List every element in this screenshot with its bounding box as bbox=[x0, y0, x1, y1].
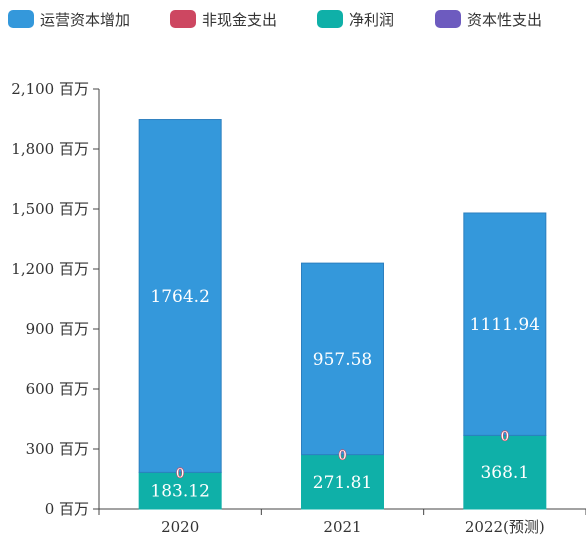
y-tick-label: 1,800 百万 bbox=[11, 140, 89, 158]
x-tick-label: 2020 bbox=[161, 518, 199, 536]
bar-segment bbox=[138, 119, 222, 473]
legend-label: 净利润 bbox=[349, 10, 395, 29]
bar-segment bbox=[301, 454, 384, 510]
legend-item-net-profit[interactable]: 净利润 bbox=[317, 8, 394, 30]
legend-label: 运营资本增加 bbox=[40, 10, 131, 29]
legend-label: 资本性支出 bbox=[467, 10, 543, 29]
y-tick-label: 900 百万 bbox=[26, 320, 89, 338]
legend-label: 非现金支出 bbox=[202, 10, 278, 29]
y-tick-label: 1,200 百万 bbox=[11, 260, 89, 278]
legend-item-non-cash-expense[interactable]: 非现金支出 bbox=[170, 8, 277, 30]
data-label: 957.58 bbox=[313, 350, 372, 370]
x-tick-label: 2021 bbox=[323, 518, 361, 536]
data-label: 271.81 bbox=[313, 473, 372, 493]
chart-legend: 运营资本增加 非现金支出 净利润 资本性支出 bbox=[0, 8, 586, 32]
data-label: 0 bbox=[338, 449, 346, 464]
bar-segment bbox=[463, 212, 547, 436]
y-tick-label: 300 百万 bbox=[26, 440, 89, 458]
data-label: 1111.94 bbox=[470, 315, 540, 335]
data-label: 368.1 bbox=[480, 463, 529, 483]
x-tick-label: 2022(预测) bbox=[465, 518, 545, 536]
data-label: 1764.2 bbox=[150, 287, 209, 307]
y-tick-label: 2,100 百万 bbox=[11, 80, 89, 98]
legend-item-working-capital[interactable]: 运营资本增加 bbox=[8, 8, 130, 30]
bar-segment bbox=[301, 262, 384, 456]
data-label: 0 bbox=[176, 466, 184, 481]
y-tick-label: 0 百万 bbox=[45, 500, 89, 518]
y-tick-label: 600 百万 bbox=[26, 380, 89, 398]
legend-swatch bbox=[8, 10, 34, 28]
legend-item-capital-expenditure[interactable]: 资本性支出 bbox=[435, 8, 542, 30]
legend-swatch bbox=[317, 10, 343, 28]
data-label: 0 bbox=[501, 429, 509, 444]
data-label: 183.12 bbox=[150, 482, 209, 502]
y-tick-label: 1,500 百万 bbox=[11, 200, 89, 218]
legend-swatch bbox=[435, 10, 461, 28]
legend-swatch bbox=[170, 10, 196, 28]
